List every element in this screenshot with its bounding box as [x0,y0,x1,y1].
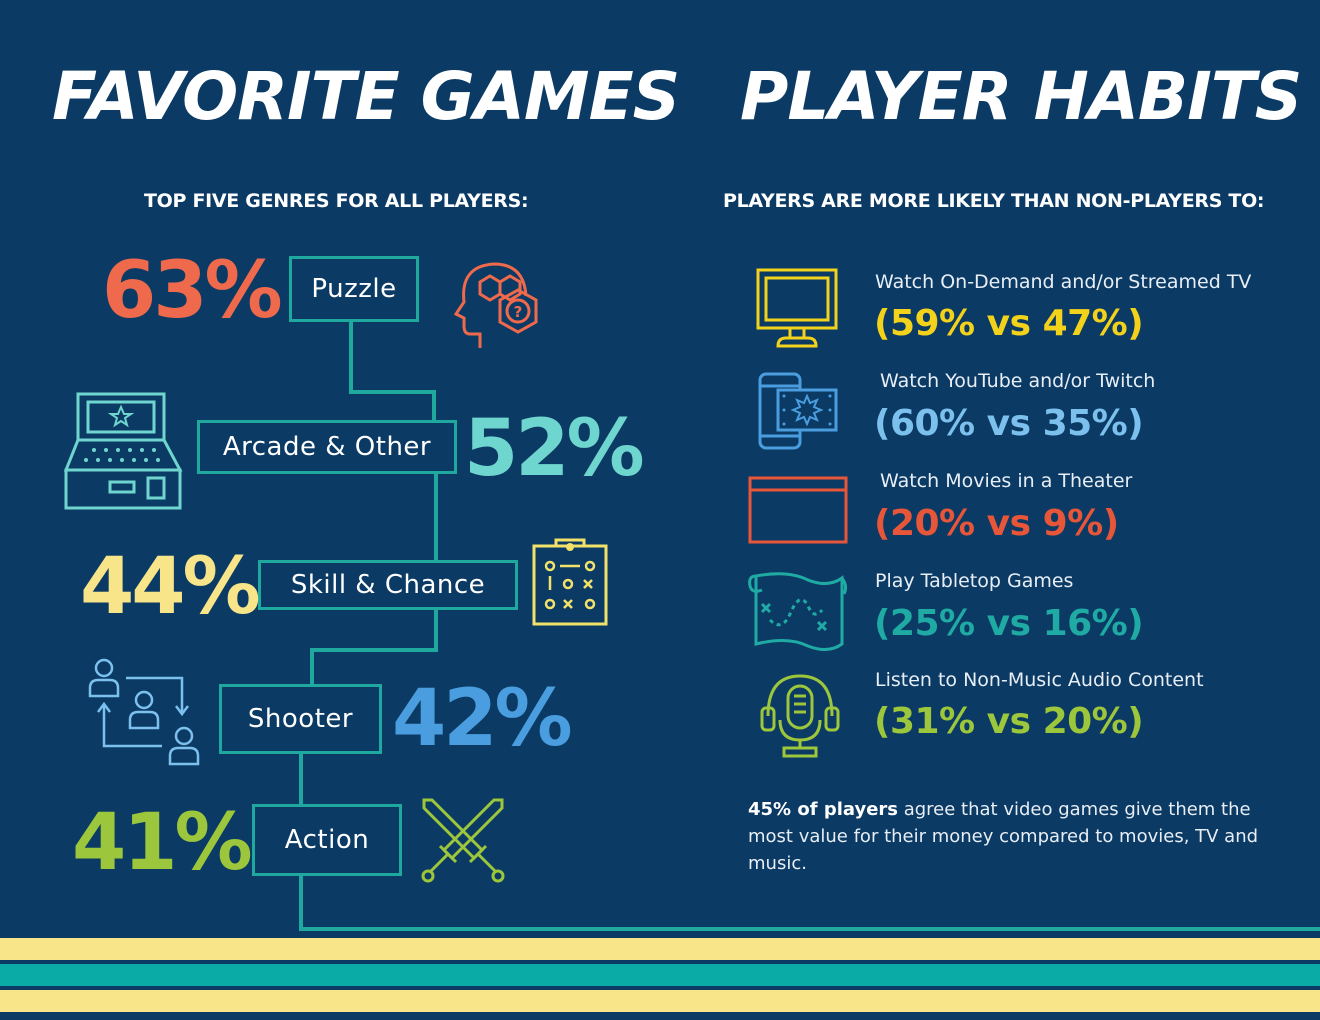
genre-box-action: Action [252,804,402,876]
tv-monitor-icon [756,268,838,348]
genres-subtitle: TOP FIVE GENRES FOR ALL PLAYERS: [144,190,529,212]
genre-box-skill-chance: Skill & Chance [258,560,518,610]
stripe-teal [0,964,1320,986]
phone-video-icon [758,372,838,450]
habit-label-movie-theater: Watch Movies in a Theater [880,470,1133,492]
genre-percent-action: 41% [72,798,253,888]
favorite-games-title: FAVORITE GAMES [52,58,680,135]
habits-subtitle: PLAYERS ARE MORE LIKELY THAN NON-PLAYERS… [723,190,1265,212]
habit-label-youtube-twitch: Watch YouTube and/or Twitch [880,370,1156,392]
habit-value-movie-theater: (20% vs 9%) [874,503,1119,544]
genre-box-puzzle: Puzzle [289,256,419,322]
arcade-machine-icon [64,392,183,510]
habit-value-tabletop-games: (25% vs 16%) [874,603,1144,644]
genre-percent-shooter: 42% [392,674,573,764]
svg-text:?: ? [514,303,523,321]
genre-percent-arcade: 52% [464,404,645,494]
treasure-map-icon [748,572,848,651]
stripe-yellow-top [0,938,1320,960]
habit-label-tabletop-games: Play Tabletop Games [875,570,1074,592]
player-habits-title: PLAYER HABITS [740,58,1302,135]
genre-box-arcade: Arcade & Other [197,420,457,474]
value-note-highlight: 45% of players [748,799,898,820]
habit-label-streamed-tv: Watch On-Demand and/or Streamed TV [875,271,1252,293]
value-note: 45% of players agree that video games gi… [748,796,1288,877]
crossed-swords-icon [421,798,505,883]
genre-box-shooter: Shooter [219,684,382,754]
stripe-yellow-bottom [0,990,1320,1012]
value-note-text: agree that video games give them the mos… [748,799,1259,874]
habit-value-streamed-tv: (59% vs 47%) [874,303,1144,344]
habit-label-audio-content: Listen to Non-Music Audio Content [875,669,1204,691]
genre-percent-puzzle: 63% [102,246,283,336]
movie-screen-icon [748,476,848,544]
genre-percent-skill-chance: 44% [80,542,261,632]
habit-value-audio-content: (31% vs 20%) [874,701,1144,742]
players-arrows-icon [88,658,200,766]
puzzle-head-icon: ? [453,262,538,348]
podcast-mic-icon [760,674,840,758]
game-board-icon [532,538,608,626]
habit-value-youtube-twitch: (60% vs 35%) [874,403,1144,444]
